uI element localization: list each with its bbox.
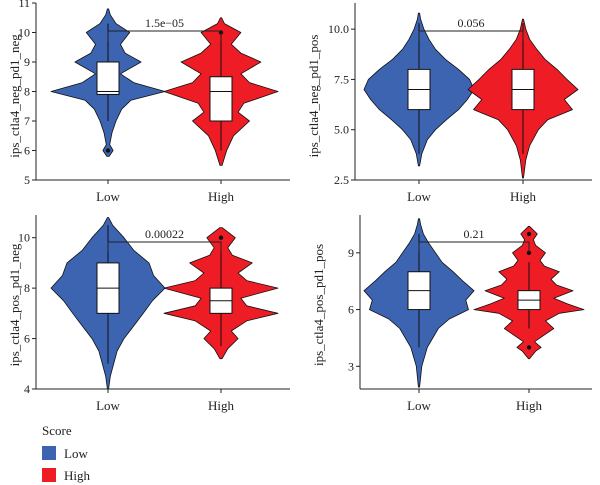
box <box>209 76 233 122</box>
outlier-point <box>526 345 532 350</box>
y-tick-label: 8 <box>24 85 30 99</box>
comparison-bracket <box>418 30 524 41</box>
plot-area <box>50 8 279 166</box>
x-tick-label: High <box>208 189 235 204</box>
comparison-bracket <box>107 30 222 41</box>
y-tick-label: 6 <box>348 303 354 317</box>
y-tick-label: 9 <box>24 55 30 69</box>
y-tick-label: 10 <box>18 26 30 40</box>
y-tick-label: 6 <box>24 332 30 346</box>
y-axis-label: ips_ctla4_pos_pd1_neg <box>7 243 22 366</box>
y-tick-label: 5 <box>24 173 30 187</box>
panel-3: ips_ctla4_pos_pd1_neg 4 6 8 10 Low High 0.00… <box>7 215 290 413</box>
legend-swatch-high <box>42 468 56 482</box>
p-value-label: 0.21 <box>464 227 485 241</box>
y-tick-label: 9 <box>348 246 354 260</box>
outlier-point <box>526 231 532 237</box>
x-tick-label: Low <box>96 189 120 204</box>
y-ticks: 5 6 7 8 9 10 11 <box>18 0 36 187</box>
y-tick-label: 10 <box>18 231 30 245</box>
plot-area <box>50 217 279 390</box>
y-tick-label: 10.0 <box>328 22 349 36</box>
comparison-bracket <box>107 241 222 252</box>
y-tick-label: 7.5 <box>334 72 349 86</box>
legend-swatch-low <box>42 446 56 460</box>
y-ticks: 2.5 5.0 7.5 10.0 <box>328 22 355 187</box>
y-axis-label: ips_ctla4_pos_pd1_pos <box>311 244 326 366</box>
y-tick-label: 11 <box>18 0 30 10</box>
box <box>96 61 120 95</box>
plot-area <box>363 12 579 179</box>
x-tick-label: High <box>208 398 235 413</box>
outlier-point <box>526 250 532 256</box>
p-value-label: 0.00022 <box>145 227 184 241</box>
legend: Score Low High <box>42 423 91 483</box>
y-tick-label: 4 <box>24 382 30 396</box>
y-ticks: 3 6 9 <box>348 246 360 373</box>
legend-label-high: High <box>64 468 91 483</box>
y-tick-label: 3 <box>348 359 354 373</box>
y-axis-label: ips_ctla4_neg_pd1_pos <box>306 35 321 158</box>
outlier-point <box>105 148 111 153</box>
y-tick-label: 7 <box>24 114 30 128</box>
x-tick-labels: Low High <box>407 180 537 204</box>
legend-title: Score <box>42 423 72 438</box>
x-tick-label: Low <box>407 189 431 204</box>
panel-4: ips_ctla4_pos_pd1_pos 3 6 9 Low High 0.21 <box>311 215 592 413</box>
p-value-label: 0.056 <box>458 16 485 30</box>
y-tick-label: 8 <box>24 281 30 295</box>
y-tick-label: 2.5 <box>334 173 349 187</box>
plot-area <box>363 218 585 388</box>
x-tick-label: High <box>510 189 537 204</box>
y-tick-label: 5.0 <box>334 123 349 137</box>
x-tick-label: High <box>516 398 543 413</box>
comparison-bracket <box>418 241 530 252</box>
y-tick-label: 6 <box>24 144 30 158</box>
x-tick-labels: Low High <box>407 389 543 413</box>
outlier-point <box>218 235 224 240</box>
y-axis-label: ips_ctla4_neg_pd1_neg <box>7 34 22 158</box>
x-tick-labels: Low High <box>96 389 235 413</box>
x-tick-labels: Low High <box>96 180 235 204</box>
p-value-label: 1.5e−05 <box>145 16 184 30</box>
panel-2: ips_ctla4_neg_pd1_pos 2.5 5.0 7.5 10.0 Low H… <box>306 3 592 204</box>
legend-label-low: Low <box>64 446 88 461</box>
y-ticks: 4 6 8 10 <box>18 231 36 396</box>
x-tick-label: Low <box>407 398 431 413</box>
x-tick-label: Low <box>96 398 120 413</box>
